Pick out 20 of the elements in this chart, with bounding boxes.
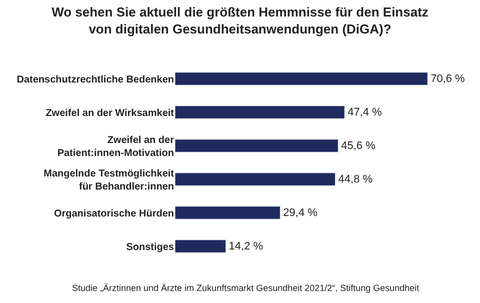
bar — [175, 139, 338, 152]
data-label: 14,2 % — [228, 240, 264, 252]
data-label: 70,6 % — [430, 72, 466, 85]
y-tick-label: Zweifel an der Patient:innen-Motivation — [57, 134, 174, 159]
data-label: 47,4 % — [348, 106, 382, 118]
text: Studie „Ärztinnen und Ärzte im Zukunftsmarkt Gesundheit 2021/2“, Stiftung Gesundheit — [72, 283, 420, 293]
y-tick-label: Zweifel an der Wirksamkeit — [46, 108, 175, 119]
data-label: 44,8 % — [338, 173, 373, 186]
y-tick-label: Datenschutzrechtliche Bedenken — [16, 74, 174, 86]
chart-title: Wo sehen Sie aktuell die größten Hemmnisse für den Einsatz von digitalen Gesundheitsanwendungen (DiGA)? — [52, 4, 429, 37]
y-tick-label: Sonstiges — [126, 242, 174, 253]
bar — [175, 72, 428, 86]
bar — [175, 206, 280, 220]
bar — [175, 106, 345, 119]
data-label: 45,6 % — [341, 140, 376, 152]
bar — [175, 240, 226, 253]
data-label: 29,4 % — [283, 206, 318, 219]
bar — [175, 172, 336, 186]
y-tick-label: Organisatorische Hürden — [54, 208, 174, 220]
y-tick-label: Mangelnde Testmöglichkeit für Behandler:innen — [44, 168, 175, 192]
